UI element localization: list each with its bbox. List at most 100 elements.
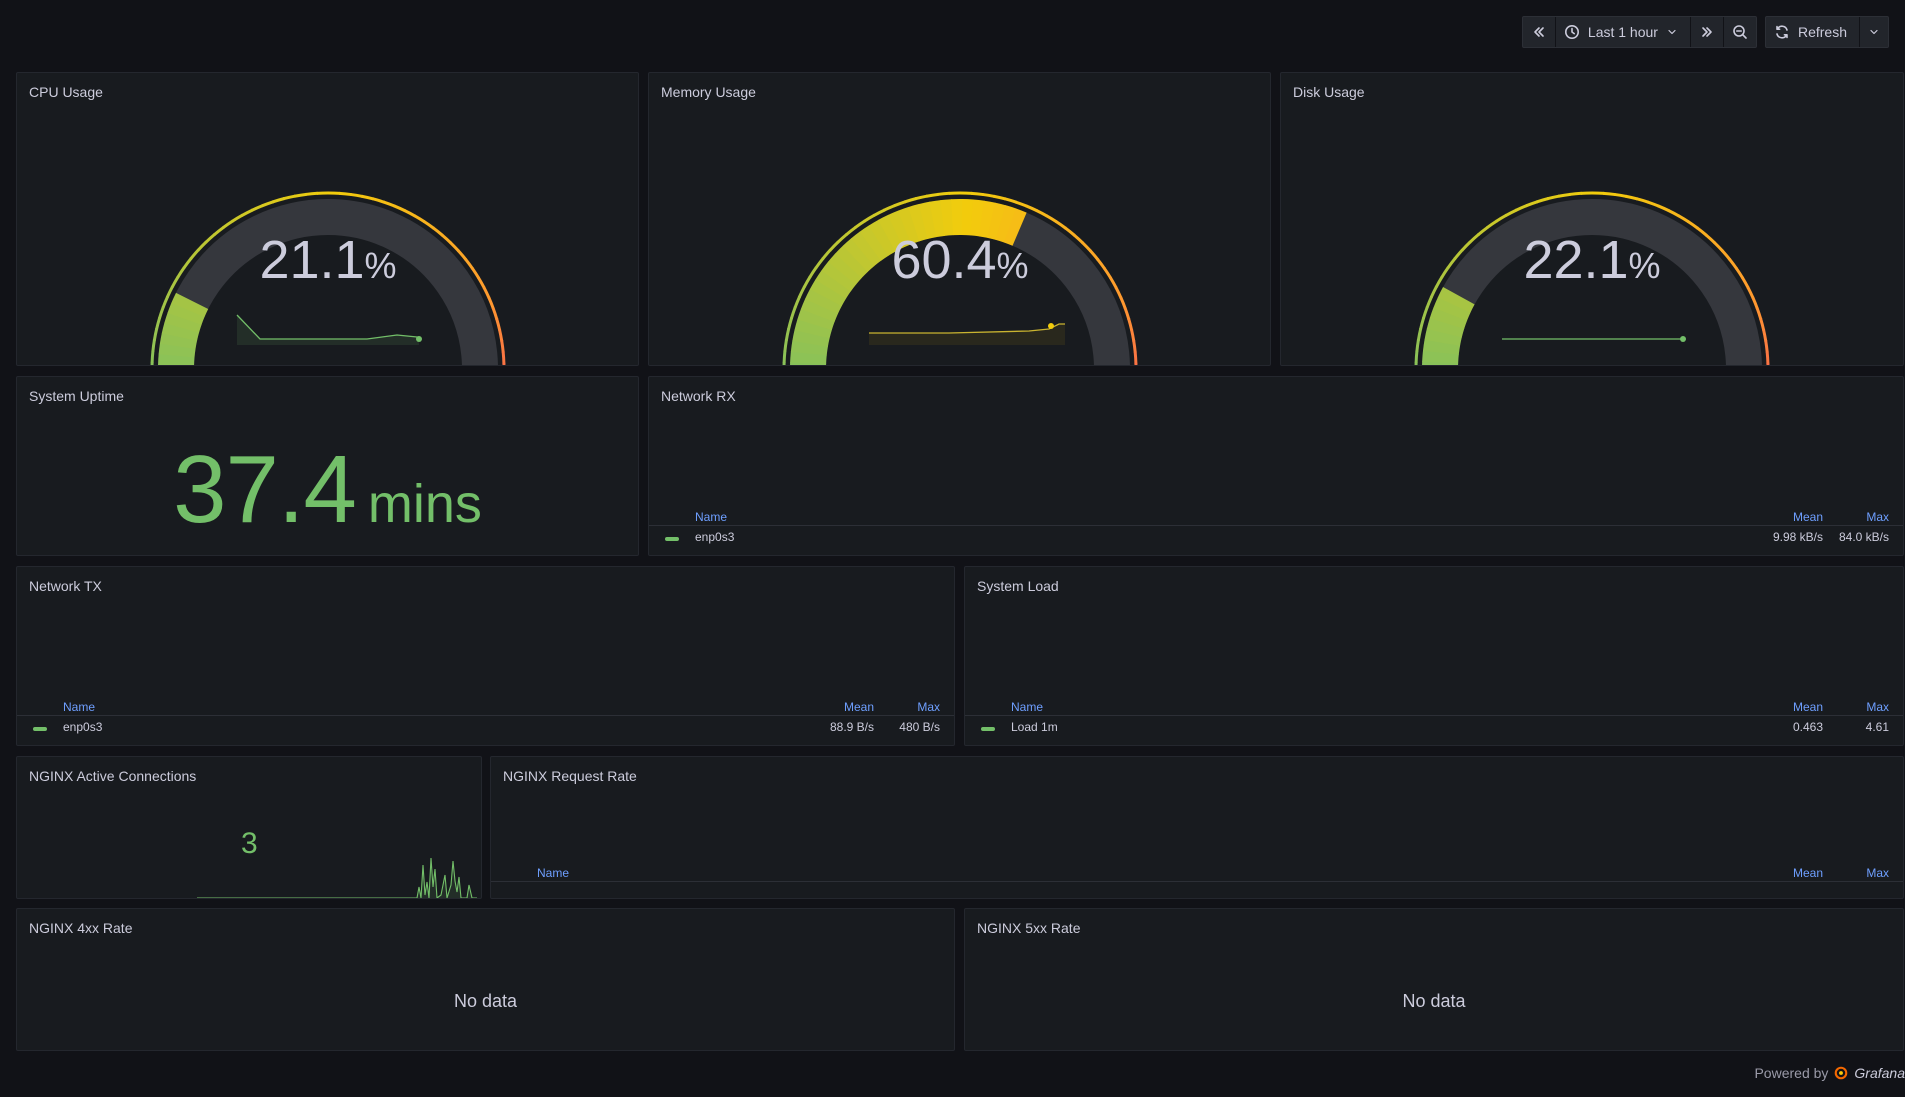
chevrons-left-icon xyxy=(1534,27,1544,37)
time-range-back-button[interactable] xyxy=(1523,17,1555,47)
gauge-value-segment xyxy=(1003,208,1027,246)
series-name: enp0s3 xyxy=(63,720,103,734)
value-unit: mins xyxy=(367,474,482,534)
gauge-value-segment xyxy=(1437,287,1475,313)
value-unit: % xyxy=(1628,245,1661,286)
sync-icon xyxy=(1776,25,1788,39)
grafana-logo-icon xyxy=(1835,1066,1848,1080)
network-tx-panel[interactable]: Network TX Name Mean Max enp0s3 88.9 B/s… xyxy=(16,566,955,746)
cpu-usage-panel[interactable]: CPU Usage 21.1% xyxy=(16,72,639,366)
panel-title: System Load xyxy=(977,578,1059,594)
legend-header-mean[interactable]: Mean xyxy=(1792,866,1823,880)
powered-by-footer[interactable]: Powered by Grafana xyxy=(1754,1065,1905,1081)
disk-sparkline xyxy=(1502,336,1686,342)
refresh-group: Refresh xyxy=(1764,16,1889,48)
chevron-down-icon xyxy=(1870,29,1878,35)
legend-header-name[interactable]: Name xyxy=(1011,700,1044,714)
series-max: 4.61 xyxy=(1865,720,1889,734)
panel-title: Network TX xyxy=(29,578,102,594)
memory-value: 60.4% xyxy=(810,229,1110,291)
time-picker-group: Last 1 hour xyxy=(1521,16,1757,48)
cpu-value: 21.1% xyxy=(178,229,478,291)
active-connections-sparkline xyxy=(197,857,477,898)
disk-usage-panel[interactable]: Disk Usage 22.1% xyxy=(1280,72,1904,366)
value-unit: % xyxy=(364,245,397,286)
nginx-request-rate-panel[interactable]: NGINX Request Rate Name Mean Max xyxy=(490,756,1904,899)
legend-header-mean[interactable]: Mean xyxy=(843,700,874,714)
legend-header-mean[interactable]: Mean xyxy=(1792,510,1823,524)
series-mean: 0.463 xyxy=(1792,720,1823,734)
uptime-value: 37.4 mins xyxy=(17,435,638,545)
disk-gauge xyxy=(1414,191,1770,365)
no-data-message: No data xyxy=(453,991,518,1011)
legend-row[interactable]: enp0s3 88.9 B/s 480 B/s xyxy=(17,718,954,736)
refresh-label: Refresh xyxy=(1797,24,1847,40)
series-mean: 88.9 B/s xyxy=(829,720,874,734)
time-range-forward-button[interactable] xyxy=(1689,17,1723,47)
panel-title: NGINX 5xx Rate xyxy=(977,920,1081,936)
series-name: Load 1m xyxy=(1011,720,1058,734)
series-max: 480 B/s xyxy=(899,720,940,734)
value-number: 22.1 xyxy=(1523,230,1629,290)
value-number: 37.4 xyxy=(173,436,357,543)
legend-header-max[interactable]: Max xyxy=(917,700,940,714)
memory-usage-panel[interactable]: Memory Usage 60.4% xyxy=(648,72,1271,366)
panel-title: System Uptime xyxy=(29,388,124,404)
zoom-out-button[interactable] xyxy=(1722,17,1756,47)
series-mean: 9.98 kB/s xyxy=(1772,530,1823,544)
series-color-swatch xyxy=(665,537,679,541)
time-range-picker-button[interactable]: Last 1 hour xyxy=(1554,17,1690,47)
series-color-swatch xyxy=(33,727,47,731)
gauge-value-segment xyxy=(171,292,209,318)
legend-row[interactable]: Load 1m 0.463 4.61 xyxy=(965,718,1903,736)
zoom-out-icon xyxy=(1733,25,1747,39)
legend-header-mean[interactable]: Mean xyxy=(1792,700,1823,714)
value-unit: % xyxy=(996,245,1029,286)
panel-title: Memory Usage xyxy=(661,84,756,100)
legend-header: Name Mean Max xyxy=(649,508,1903,526)
series-max: 84.0 kB/s xyxy=(1838,530,1889,544)
legend-header: Name Mean Max xyxy=(965,698,1903,716)
system-uptime-panel[interactable]: System Uptime 37.4 mins xyxy=(16,376,639,556)
chevrons-right-icon xyxy=(1702,27,1712,37)
panel-title: NGINX 4xx Rate xyxy=(29,920,133,936)
active-connections-value: 3 xyxy=(241,827,258,860)
legend-header-max[interactable]: Max xyxy=(1866,866,1889,880)
legend-header-max[interactable]: Max xyxy=(1866,510,1889,524)
chevron-down-icon xyxy=(1668,29,1676,35)
value-number: 60.4 xyxy=(891,230,997,290)
panel-title: NGINX Request Rate xyxy=(503,768,637,784)
series-name: enp0s3 xyxy=(695,530,735,544)
dashboard-toolbar: Last 1 hour Refresh xyxy=(1521,16,1889,48)
refresh-button[interactable]: Refresh xyxy=(1766,17,1859,47)
legend-header-max[interactable]: Max xyxy=(1866,700,1889,714)
memory-gauge xyxy=(782,191,1138,365)
legend-header-name[interactable]: Name xyxy=(537,866,570,880)
powered-by-label: Powered by xyxy=(1754,1065,1829,1081)
series-color-swatch xyxy=(981,727,995,731)
system-load-panel[interactable]: System Load Name Mean Max Load 1m 0.463 … xyxy=(964,566,1904,746)
nginx-5xx-rate-panel[interactable]: NGINX 5xx Rate No data xyxy=(964,908,1904,1051)
time-range-label: Last 1 hour xyxy=(1587,24,1658,40)
panel-title: CPU Usage xyxy=(29,84,103,100)
nginx-4xx-rate-panel[interactable]: NGINX 4xx Rate No data xyxy=(16,908,955,1051)
legend-header: Name Mean Max xyxy=(17,698,954,716)
legend-header: Name Mean Max xyxy=(491,864,1903,882)
disk-value: 22.1% xyxy=(1442,229,1742,291)
panel-title: Network RX xyxy=(661,388,736,404)
legend-header-name[interactable]: Name xyxy=(695,510,728,524)
clock-icon xyxy=(1564,25,1579,39)
memory-sparkline xyxy=(869,323,1065,345)
cpu-sparkline xyxy=(236,314,422,345)
panel-title: NGINX Active Connections xyxy=(29,768,197,784)
nginx-active-connections-panel[interactable]: NGINX Active Connections 3 xyxy=(16,756,482,899)
refresh-interval-dropdown[interactable] xyxy=(1859,17,1888,47)
no-data-message: No data xyxy=(1402,991,1466,1011)
grafana-brand: Grafana xyxy=(1854,1065,1905,1081)
legend-row[interactable]: enp0s3 9.98 kB/s 84.0 kB/s xyxy=(649,528,1903,546)
network-rx-panel[interactable]: Network RX Name Mean Max enp0s3 9.98 kB/… xyxy=(648,376,1904,556)
cpu-gauge xyxy=(150,191,506,365)
panel-title: Disk Usage xyxy=(1293,84,1365,100)
legend-header-name[interactable]: Name xyxy=(63,700,96,714)
value-number: 21.1 xyxy=(259,230,365,290)
